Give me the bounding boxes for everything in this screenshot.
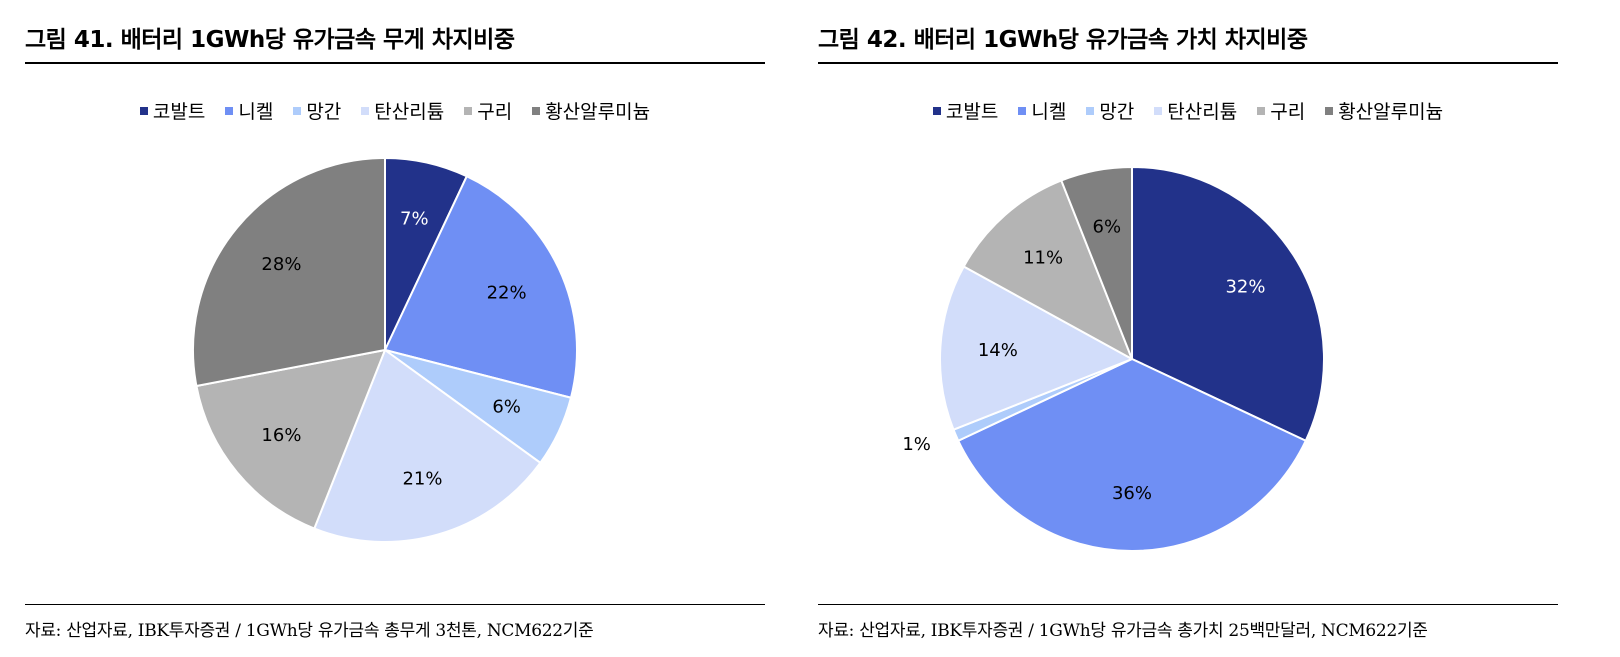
legend-entry: 황산알루미늄 (532, 97, 650, 124)
legend-label: 망간 (306, 101, 342, 123)
chart-source: 자료: 산업자료, IBK투자증권 / 1GWh당 유가금속 총무게 3천톤, … (25, 621, 594, 641)
slice-label: 6% (492, 397, 521, 418)
legend-entry: 코발트 (139, 97, 206, 124)
legend-entry: 니켈 (225, 97, 273, 124)
legend-entry: 탄산리튬 (1154, 97, 1237, 124)
legend-swatch (532, 106, 541, 115)
chart-title: 그림 42. 배터리 1GWh당 유가금속 가치 차지비중 (818, 27, 1308, 53)
legend-entry: 망간 (1086, 97, 1134, 124)
pie-slice (939, 265, 1133, 431)
legend-swatch (464, 106, 473, 115)
slice-label: 11% (1023, 248, 1063, 269)
pie-slice (1060, 166, 1133, 360)
legend-swatch (139, 106, 148, 115)
legend-entry: 망간 (293, 97, 341, 124)
slice-label: 28% (261, 254, 301, 275)
pie-slice (313, 349, 542, 543)
legend-entry: 구리 (1257, 97, 1305, 124)
legend-label: 망간 (1099, 101, 1135, 123)
legend-label: 코발트 (152, 101, 206, 123)
slice-label: 22% (487, 282, 527, 303)
pie-slice (957, 358, 1307, 553)
legend-label: 탄산리튬 (1167, 101, 1238, 123)
legend-entry: 탄산리튬 (361, 97, 444, 124)
legend-entry: 구리 (464, 97, 512, 124)
legend-swatch (1018, 106, 1027, 115)
pie-chart: 32% 36% 1% 14% 11% 6% (902, 166, 1325, 553)
legend-entry: 황산알루미늄 (1325, 97, 1443, 124)
pie-slice (384, 175, 578, 399)
figure-41: 그림 41. 배터리 1GWh당 유가금속 무게 차지비중 코발트 니켈 망간 탄산리… (25, 0, 795, 657)
slice-label: 21% (402, 469, 442, 490)
slice-label: 14% (978, 340, 1018, 361)
legend-swatch (293, 106, 302, 115)
pie-slice (195, 349, 386, 530)
legend-swatch (225, 106, 234, 115)
legend-label: 니켈 (1031, 101, 1067, 123)
slice-label: 1% (902, 434, 931, 455)
pie-slice (192, 157, 386, 387)
legend-label: 코발트 (945, 101, 999, 123)
legend-swatch (1257, 106, 1266, 115)
source-rule (818, 604, 1558, 605)
title-rule (818, 62, 1558, 64)
legend-swatch (361, 106, 370, 115)
slice-label: 6% (1093, 216, 1122, 237)
source-rule (25, 604, 765, 605)
slice-label: 7% (400, 208, 429, 229)
legend-label: 황산알루미늄 (1338, 101, 1444, 123)
legend-label: 구리 (1270, 101, 1306, 123)
legend-swatch (1086, 106, 1095, 115)
pie-chart: 7% 22% 6% 21% 16% 28% (192, 157, 578, 543)
slice-label: 36% (1112, 483, 1152, 504)
legend-label: 황산알루미늄 (545, 101, 651, 123)
legend-swatch (1325, 106, 1334, 115)
chart-legend: 코발트 니켈 망간 탄산리튬 구리 황산알루미늄 (25, 97, 765, 124)
legend-entry: 코발트 (932, 97, 999, 124)
slice-label: 32% (1225, 276, 1265, 297)
pie-slice (962, 179, 1133, 360)
pie-slice (1131, 166, 1325, 442)
legend-entry: 니켈 (1018, 97, 1066, 124)
chart-source: 자료: 산업자료, IBK투자증권 / 1GWh당 유가금속 총가치 25백만달… (818, 621, 1428, 641)
legend-label: 니켈 (238, 101, 274, 123)
legend-label: 탄산리튬 (374, 101, 445, 123)
legend-swatch (1154, 106, 1163, 115)
legend-swatch (932, 106, 941, 115)
figure-42: 그림 42. 배터리 1GWh당 유가금속 가치 차지비중 코발트 니켈 망간 탄산리… (818, 0, 1588, 657)
title-rule (25, 62, 765, 64)
chart-legend: 코발트 니켈 망간 탄산리튬 구리 황산알루미늄 (818, 97, 1558, 124)
slice-label: 16% (261, 425, 301, 446)
legend-label: 구리 (477, 101, 513, 123)
chart-title: 그림 41. 배터리 1GWh당 유가금속 무게 차지비중 (25, 27, 515, 53)
